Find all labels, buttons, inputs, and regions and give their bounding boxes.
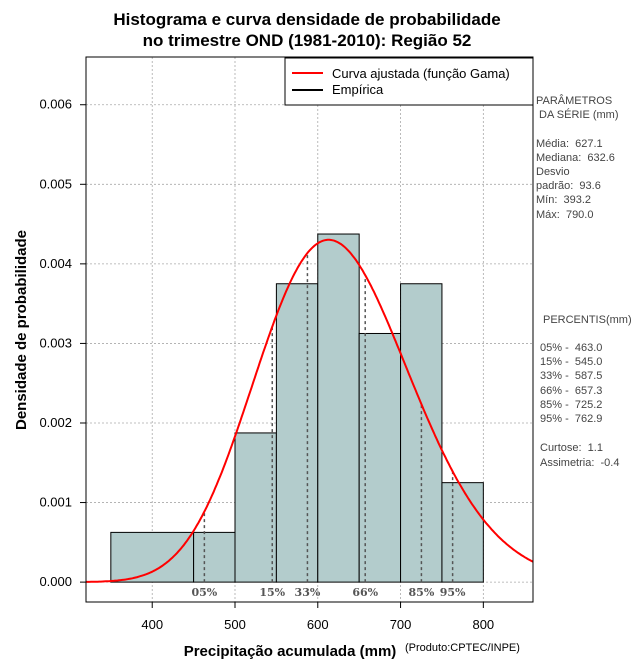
y-tick-label: 0.001 xyxy=(39,495,72,510)
histogram-bar xyxy=(110,531,195,583)
histogram-bar xyxy=(358,332,402,583)
y-tick-label: 0.004 xyxy=(39,256,72,271)
chart-title-line-2: no trimestre OND (1981-2010): Região 52 xyxy=(143,31,472,50)
percentile-label: 85% xyxy=(409,586,435,599)
percentiles-heading: PERCENTIS(mm) xyxy=(543,314,632,326)
chart-title-line-1: Histograma e curva densidade de probabil… xyxy=(113,10,500,29)
histogram-bar xyxy=(234,432,277,583)
x-tick-label: 800 xyxy=(472,617,494,632)
y-tick-label: 0.003 xyxy=(39,335,72,350)
param-mean: Média: 627.1 xyxy=(536,138,603,150)
param-median: Mediana: 632.6 xyxy=(536,152,615,164)
params-heading-1: PARÂMETROS xyxy=(536,94,612,107)
percentile-label: 95% xyxy=(440,586,466,599)
params-heading-2: DA SÉRIE (mm) xyxy=(536,108,619,121)
legend-curve-label: Curva ajustada (função Gama) xyxy=(332,66,510,81)
percentile-label: 33% xyxy=(295,586,321,599)
y-axis-title: Densidade de probabilidade xyxy=(13,230,30,430)
x-tick-label: 600 xyxy=(307,617,329,632)
kurtosis: Curtose: 1.1 xyxy=(540,442,603,454)
legend-empirical-label: Empírica xyxy=(332,82,384,97)
fitted-gamma-curve xyxy=(86,238,534,583)
param-sd-label: Desvio xyxy=(536,166,570,178)
series-parameters-panel: PARÂMETROS DA SÉRIE (mm) Média: 627.1 Me… xyxy=(536,94,619,221)
percentile-label: 05% xyxy=(191,586,217,599)
plot-frame xyxy=(85,56,534,603)
percentile-line: 66% - 657.3 xyxy=(540,385,602,397)
x-tick-label: 500 xyxy=(224,617,246,632)
y-tick-label: 0.000 xyxy=(39,574,72,589)
percentile-line: 85% - 725.2 xyxy=(540,399,602,411)
histogram-bar xyxy=(317,233,360,583)
histogram-bar xyxy=(441,482,484,583)
axes: 400 500 600 700 800 0.000 0.001 0.002 0.003 0.004… xyxy=(39,56,534,632)
percentiles-panel: PERCENTIS(mm) 05% - 463.0 15% - 545.0 33… xyxy=(540,314,632,469)
credit-note: (Produto:CPTEC/INPE) xyxy=(405,642,520,654)
percentile-markers: 05% 15% 33% 66% 85% 95% xyxy=(191,253,466,599)
fitted-curve-layer xyxy=(86,238,534,583)
percentile-line: 95% - 762.9 xyxy=(540,413,602,425)
percentile-label: 15% xyxy=(259,586,285,599)
x-tick-label: 400 xyxy=(141,617,163,632)
percentile-line: 33% - 587.5 xyxy=(540,370,602,382)
param-max: Máx: 790.0 xyxy=(536,209,593,221)
percentile-label: 66% xyxy=(352,586,378,599)
x-axis-title: Precipitação acumulada (mm) xyxy=(184,643,397,660)
legend-box xyxy=(284,57,534,106)
histogram-bar xyxy=(193,531,236,583)
skewness: Assimetria: -0.4 xyxy=(540,457,619,469)
percentile-line: 05% - 463.0 xyxy=(540,342,602,354)
y-tick-label: 0.005 xyxy=(39,176,72,191)
histogram-bar xyxy=(275,283,319,583)
y-tick-label: 0.006 xyxy=(39,97,72,112)
histogram-bars xyxy=(110,233,484,583)
legend: Curva ajustada (função Gama) Empírica xyxy=(284,57,534,106)
percentile-line: 15% - 545.0 xyxy=(540,356,602,368)
param-min: Mín: 393.2 xyxy=(536,194,591,206)
param-sd-value: padrão: 93.6 xyxy=(536,180,601,192)
y-tick-label: 0.002 xyxy=(39,415,72,430)
x-tick-label: 700 xyxy=(390,617,412,632)
